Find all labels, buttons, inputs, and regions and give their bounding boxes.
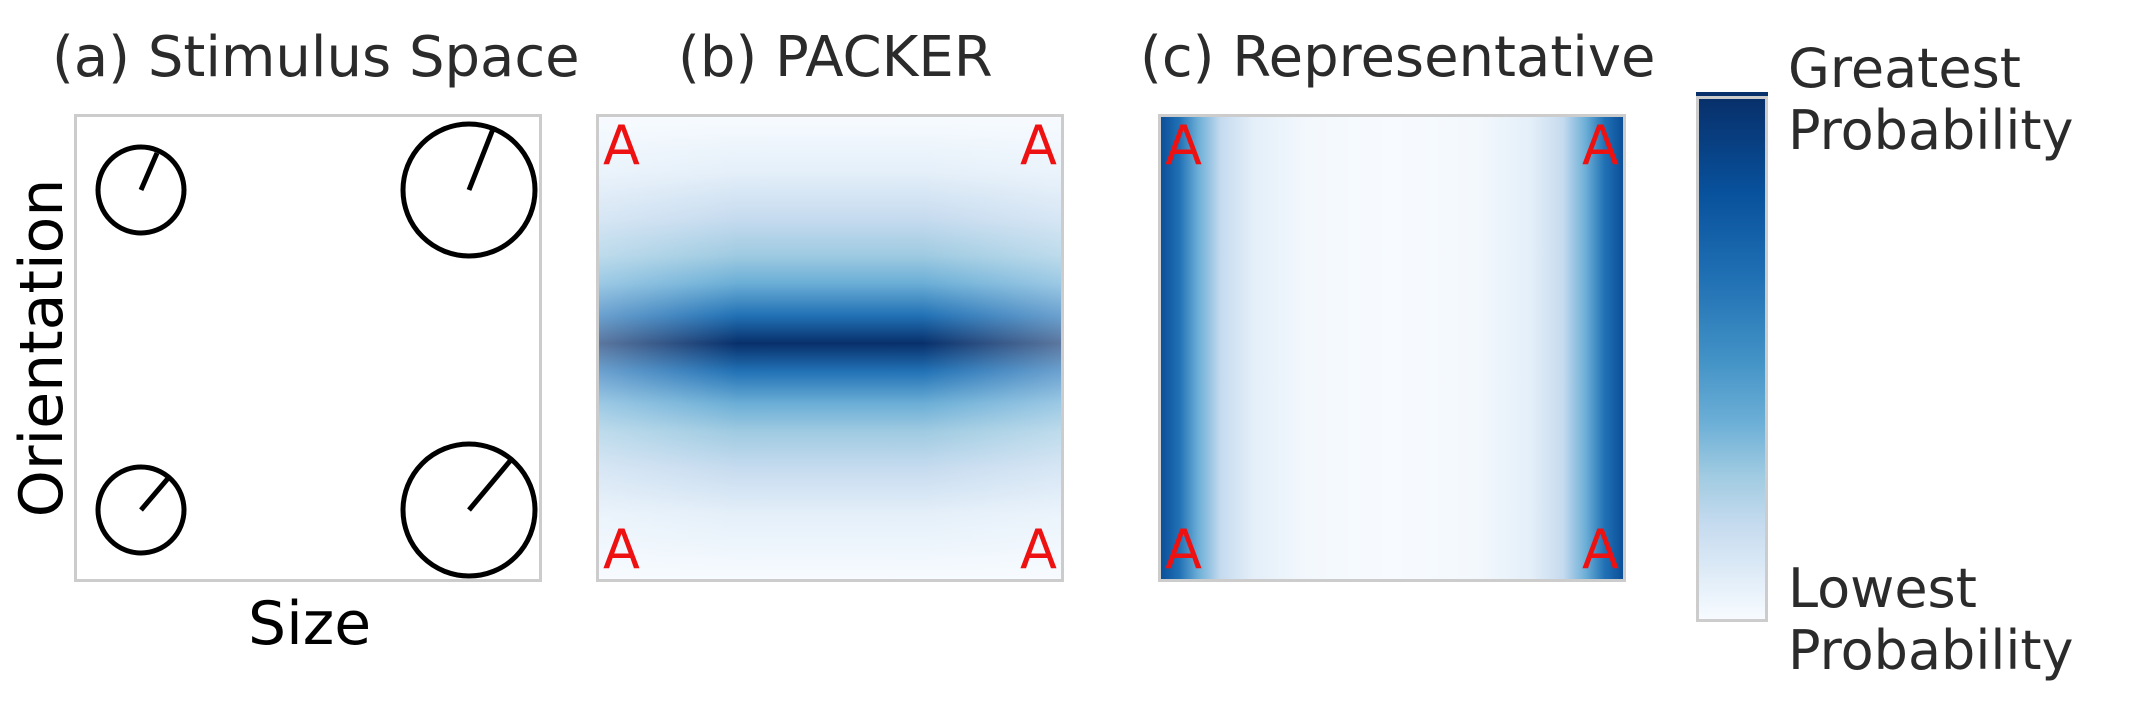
stimulus-small-upright	[95, 144, 187, 236]
panel-b-title: (b) PACKER	[678, 25, 993, 90]
colorbar	[1696, 96, 1768, 622]
stimulus-space-panel	[74, 114, 542, 582]
colorbar-bottom-label-1: Lowest	[1788, 557, 1977, 620]
x-axis-label: Size	[248, 589, 372, 659]
marker-top-left: A	[603, 114, 640, 177]
stimulus-large-upright	[400, 121, 538, 259]
colorbar-top-label-1: Greatest	[1788, 37, 2021, 100]
packer-heatmap: A A A A	[596, 114, 1064, 582]
marker-top-right: A	[1582, 114, 1619, 177]
colorbar-bottom-label-2: Probability	[1788, 619, 2074, 682]
stimulus-space-plot	[95, 121, 538, 579]
marker-bottom-right: A	[1020, 518, 1057, 581]
colorbar-top-edge	[1696, 92, 1768, 96]
stimulus-small-diagonal	[95, 464, 187, 556]
panel-c-title: (c) Representative	[1140, 25, 1656, 90]
y-axis-label: Orientation	[7, 178, 77, 518]
stimulus-large-diagonal	[400, 441, 538, 579]
panel-a-title: (a) Stimulus Space	[52, 25, 580, 90]
marker-top-left: A	[1165, 114, 1202, 177]
marker-bottom-right: A	[1582, 518, 1619, 581]
marker-bottom-left: A	[603, 518, 640, 581]
marker-bottom-left: A	[1165, 518, 1202, 581]
colorbar-top-label-2: Probability	[1788, 99, 2074, 162]
marker-top-right: A	[1020, 114, 1057, 177]
representative-heatmap: A A A A	[1158, 114, 1626, 582]
